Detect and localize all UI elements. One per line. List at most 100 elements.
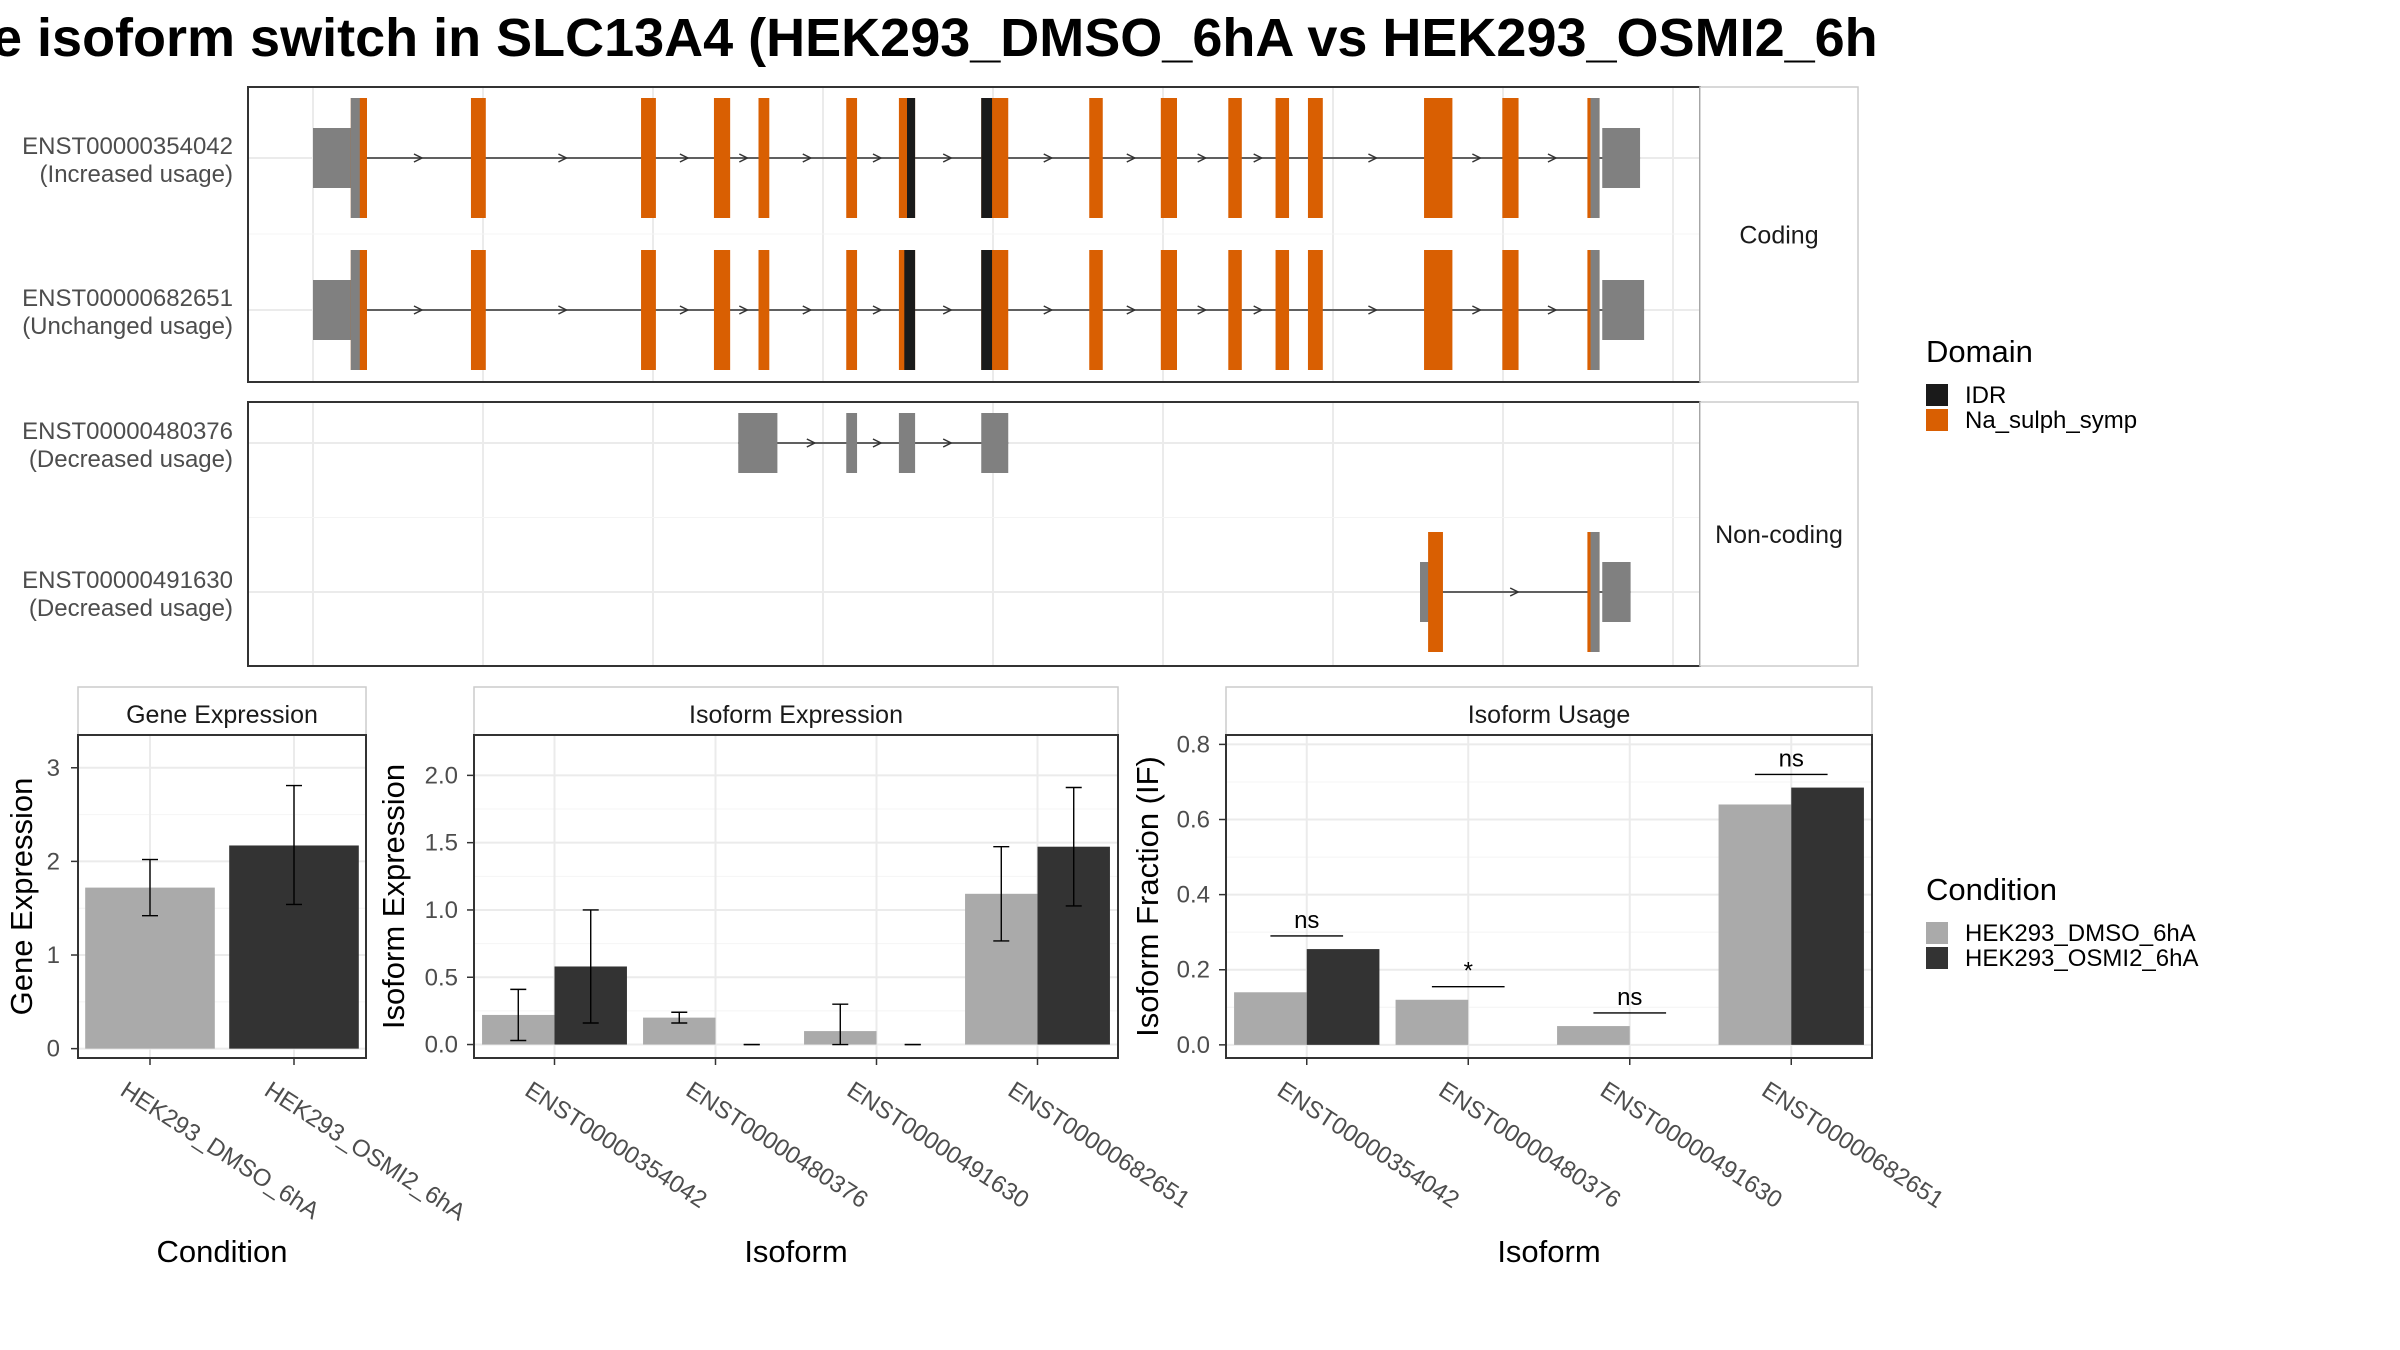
- transcript-ENST00000480376: [738, 413, 1009, 473]
- legend-label: HEK293_OSMI2_6hA: [1965, 945, 2198, 972]
- intron-arrow: [1043, 153, 1054, 163]
- bar: [1791, 787, 1864, 1045]
- cds-edge: [350, 98, 360, 218]
- legend-label: Na_sulph_symp: [1965, 407, 2137, 434]
- intron-arrow: [1197, 305, 1208, 315]
- intron-arrow: [872, 153, 883, 163]
- x-axis-title: Isoform: [744, 1234, 847, 1269]
- figure-title: e isoform switch in SLC13A4 (HEK293_DMSO…: [0, 8, 1878, 68]
- x-axis-title: Isoform: [1497, 1234, 1600, 1269]
- panel-strip: [77, 686, 367, 736]
- significance-label: *: [1464, 958, 1473, 985]
- transcript-id-label: ENST00000354042: [22, 133, 233, 160]
- y-tick-label: 0.4: [1177, 882, 1210, 909]
- domain-exon: [846, 98, 858, 218]
- panel-border: [473, 734, 1119, 1059]
- legend-swatch: [1926, 409, 1948, 431]
- bar: [1395, 999, 1469, 1045]
- bar: [1306, 949, 1380, 1045]
- intron-arrow: [802, 153, 813, 163]
- intron-arrow: [1253, 153, 1264, 163]
- legend-swatch: [1926, 947, 1948, 969]
- intron-arrow: [738, 305, 750, 315]
- domain-exon: [1228, 98, 1242, 218]
- transcript-ENST00000491630: [1420, 532, 1631, 652]
- legend-swatch: [1926, 922, 1948, 944]
- domain-exon: [1160, 250, 1177, 370]
- intron-arrow: [1547, 153, 1558, 163]
- transcript-id-label: ENST00000491630: [22, 567, 233, 594]
- bar-panel-2: Isoform Usage0.00.20.40.60.8ENST00000354…: [1130, 686, 1949, 1269]
- domain-exon: [713, 250, 731, 370]
- legend-title: Condition: [1926, 872, 2057, 907]
- domain-exon: [758, 98, 770, 218]
- panel-border: [77, 734, 367, 1059]
- idr-region: [981, 98, 993, 218]
- domain-exon: [1424, 98, 1453, 218]
- error-bar: [142, 858, 158, 917]
- transcript-usage-label: (Decreased usage): [29, 595, 233, 622]
- domain-exon: [1275, 98, 1290, 218]
- intron-arrow: [679, 153, 690, 163]
- error-bar: [993, 846, 1010, 942]
- cds-edge: [1590, 250, 1600, 370]
- bar: [1557, 1026, 1630, 1045]
- domain-exon: [641, 98, 656, 218]
- intron-arrow: [802, 305, 813, 315]
- y-tick-label: 2.0: [425, 762, 458, 789]
- domain-exon: [1307, 98, 1323, 218]
- intron-arrow: [1126, 305, 1137, 315]
- error-bar: [671, 1011, 688, 1024]
- y-tick-label: 1.0: [425, 897, 458, 924]
- domain-exon: [1502, 250, 1519, 370]
- y-tick-label: 0.2: [1177, 957, 1210, 984]
- transcript-usage-label: (Unchanged usage): [22, 313, 233, 340]
- structure-panel-noncoding: Non-coding: [247, 401, 1859, 667]
- transcript-ENST00000354042: [313, 98, 1641, 218]
- panel-title: Isoform Expression: [689, 701, 903, 729]
- domain-exon: [1502, 98, 1519, 218]
- panel-strip: [473, 686, 1119, 736]
- y-tick-label: 1: [47, 942, 60, 969]
- intron-arrow: [413, 305, 424, 315]
- error-bar: [1065, 786, 1082, 907]
- panel-title: Isoform Usage: [1468, 701, 1631, 729]
- y-tick-label: 3: [47, 755, 60, 782]
- transcript-usage-label: (Decreased usage): [29, 446, 233, 473]
- cds-edge: [350, 250, 360, 370]
- utr-3-box: [1602, 562, 1631, 622]
- y-tick-label: 0.8: [1177, 731, 1210, 758]
- significance-label: ns: [1617, 984, 1642, 1011]
- y-tick-label: 2: [47, 848, 60, 875]
- intron-arrow: [942, 153, 953, 163]
- intron-arrow: [1509, 587, 1520, 597]
- legend-label: HEK293_DMSO_6hA: [1965, 920, 2196, 947]
- x-tick-label: ENST00000682651: [1757, 1076, 1949, 1213]
- intron-arrow: [942, 305, 953, 315]
- intron-arrow: [679, 305, 690, 315]
- domain-exon: [641, 250, 656, 370]
- domain-exon: [470, 250, 486, 370]
- idr-region: [907, 98, 916, 218]
- utr-3-box: [1602, 280, 1645, 340]
- intron-arrow: [738, 153, 750, 163]
- y-axis-title: Gene Expression: [4, 778, 39, 1016]
- facet-strip: [1699, 401, 1859, 667]
- domain-exon: [1275, 250, 1290, 370]
- intron-arrow: [558, 153, 569, 163]
- domain-exon: [1424, 250, 1453, 370]
- x-axis-title: Condition: [157, 1234, 288, 1269]
- structure-panel-coding: Coding: [247, 86, 1859, 383]
- panel-title: Gene Expression: [126, 701, 318, 729]
- transcript-id-label: ENST00000480376: [22, 418, 233, 445]
- intron-arrow: [1472, 305, 1483, 315]
- error-bar: [582, 909, 599, 1024]
- transcript-ENST00000682651: [313, 250, 1645, 370]
- domain-exon: [713, 98, 731, 218]
- noncoding-exon: [846, 413, 858, 473]
- transcript-usage-label: (Increased usage): [40, 161, 233, 188]
- intron-arrow: [1547, 305, 1558, 315]
- intron-arrow: [806, 438, 817, 448]
